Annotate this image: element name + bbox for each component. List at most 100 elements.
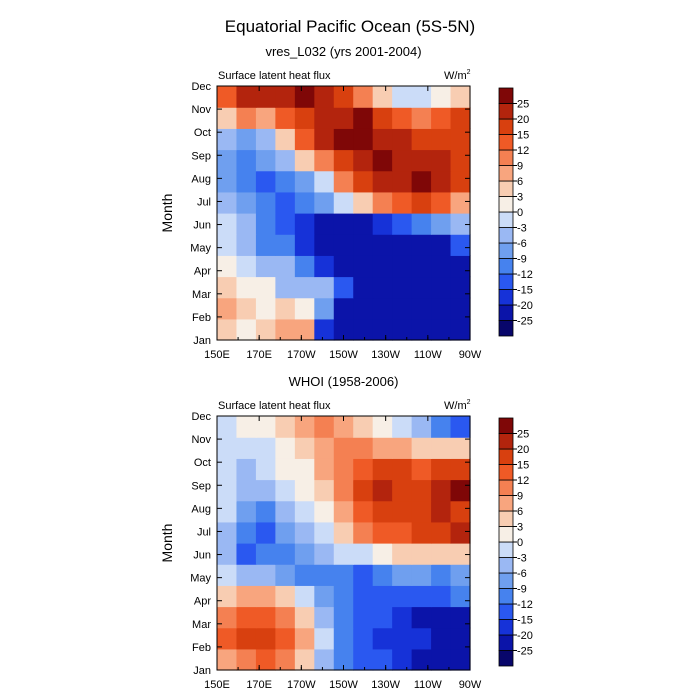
heatmap-cell bbox=[236, 606, 257, 629]
y-tick-label: Nov bbox=[191, 434, 211, 446]
colorbar-label: 25 bbox=[517, 429, 529, 441]
y-tick-label: May bbox=[190, 573, 211, 585]
colorbar-box bbox=[498, 289, 514, 306]
heatmap-cell bbox=[392, 606, 413, 629]
heatmap-cell bbox=[392, 521, 413, 544]
heatmap-cell bbox=[450, 170, 471, 193]
heatmap-cell bbox=[353, 500, 374, 523]
heatmap-cell bbox=[431, 500, 452, 523]
colorbar-box bbox=[498, 417, 514, 434]
heatmap-cell bbox=[255, 107, 276, 129]
heatmap-cell bbox=[392, 585, 413, 608]
heatmap-cell bbox=[411, 416, 432, 438]
y-tick-label: Feb bbox=[192, 642, 211, 654]
heatmap-cell bbox=[236, 648, 257, 671]
heatmap-cell bbox=[431, 128, 452, 151]
heatmap-cell bbox=[333, 648, 354, 671]
colorbar-box bbox=[498, 526, 514, 543]
heatmap-cell bbox=[353, 213, 374, 235]
heatmap-cell bbox=[236, 191, 257, 214]
colorbar-box bbox=[498, 118, 514, 135]
heatmap-cell bbox=[411, 564, 432, 586]
heatmap-cell bbox=[333, 479, 354, 502]
colorbar-label: -25 bbox=[517, 646, 533, 658]
heatmap-cell bbox=[275, 585, 296, 608]
heatmap-cell bbox=[314, 191, 335, 214]
x-tick-label: 150W bbox=[329, 679, 358, 691]
colorbar-box bbox=[498, 510, 514, 527]
heatmap-cell bbox=[450, 606, 471, 629]
heatmap-cell bbox=[314, 543, 335, 565]
heatmap-cell bbox=[353, 521, 374, 544]
heatmap-cell bbox=[294, 128, 315, 151]
heatmap-cell bbox=[217, 458, 238, 481]
heatmap-cell bbox=[431, 86, 452, 108]
colorbar-label: 15 bbox=[517, 130, 529, 142]
heatmap-cell bbox=[392, 234, 413, 256]
colorbar-box bbox=[498, 433, 514, 450]
colorbar-box bbox=[498, 448, 514, 465]
heatmap-cell bbox=[431, 297, 452, 320]
heatmap-cell bbox=[450, 213, 471, 235]
colorbar-label: -3 bbox=[517, 223, 527, 235]
heatmap-cell bbox=[275, 437, 296, 459]
heatmap-cell bbox=[275, 479, 296, 502]
heatmap-cell bbox=[353, 458, 374, 481]
heatmap-cell bbox=[372, 543, 393, 565]
heatmap-cell bbox=[372, 191, 393, 214]
heatmap-cell bbox=[372, 318, 393, 341]
heatmap-cell bbox=[372, 276, 393, 299]
heatmap-cell bbox=[217, 86, 238, 108]
y-tick-label: Oct bbox=[194, 457, 211, 469]
heatmap-cell bbox=[255, 437, 276, 459]
heatmap-cell bbox=[431, 543, 452, 565]
heatmap-cell bbox=[450, 416, 471, 438]
heatmap-cell bbox=[294, 648, 315, 671]
heatmap-cell bbox=[392, 479, 413, 502]
heatmap-cell bbox=[450, 149, 471, 172]
panels: vres_L032 (yrs 2001-2004) Surface latent … bbox=[159, 44, 533, 691]
heatmap-cell bbox=[411, 543, 432, 565]
heatmap-cell bbox=[236, 479, 257, 502]
colorbar-box bbox=[498, 541, 514, 558]
heatmap-cell bbox=[333, 458, 354, 481]
colorbar-label: 9 bbox=[517, 161, 523, 173]
colorbar-label: 12 bbox=[517, 475, 529, 487]
heatmap-cell bbox=[431, 416, 452, 438]
heatmap-cell bbox=[236, 458, 257, 481]
figure-title: Equatorial Pacific Ocean (5S-5N) bbox=[225, 17, 475, 36]
y-tick-label: Aug bbox=[191, 503, 211, 515]
colorbar-box bbox=[498, 464, 514, 481]
heatmap-cell bbox=[255, 86, 276, 108]
heatmap-cell bbox=[431, 191, 452, 214]
heatmap-cell bbox=[294, 234, 315, 256]
heatmap-cell bbox=[275, 86, 296, 108]
heatmap-cell bbox=[236, 564, 257, 586]
heatmap-cell bbox=[372, 234, 393, 256]
colorbar: -25 -20 -15 -12 -9 -6 -3 0 3 6 9 12 15 20 25 bbox=[498, 417, 533, 667]
heatmap-cell bbox=[217, 149, 238, 172]
heatmap-cell bbox=[411, 627, 432, 650]
heatmap-cell bbox=[255, 318, 276, 341]
heatmap-cell bbox=[217, 564, 238, 586]
heatmap-cell bbox=[333, 606, 354, 629]
heatmap-cell bbox=[275, 606, 296, 629]
heatmap-cell bbox=[236, 500, 257, 523]
heatmap-cell bbox=[372, 479, 393, 502]
heatmap-cell bbox=[353, 318, 374, 341]
heatmap-cell bbox=[255, 276, 276, 299]
heatmap-cell bbox=[275, 213, 296, 235]
variable-label: Surface latent heat flux bbox=[218, 70, 331, 82]
heatmap-cell bbox=[275, 191, 296, 214]
x-tick-label: 110W bbox=[414, 679, 443, 691]
heatmap-cell bbox=[392, 86, 413, 108]
colorbar-label: -20 bbox=[517, 300, 533, 312]
heatmap-cell bbox=[392, 297, 413, 320]
heatmap-cell bbox=[392, 437, 413, 459]
colorbar-label: -15 bbox=[517, 615, 533, 627]
heatmap-cell bbox=[431, 521, 452, 544]
heatmap-cell bbox=[333, 437, 354, 459]
heatmap-cell bbox=[255, 149, 276, 172]
heatmap-cell bbox=[450, 191, 471, 214]
heatmap-cell bbox=[236, 437, 257, 459]
